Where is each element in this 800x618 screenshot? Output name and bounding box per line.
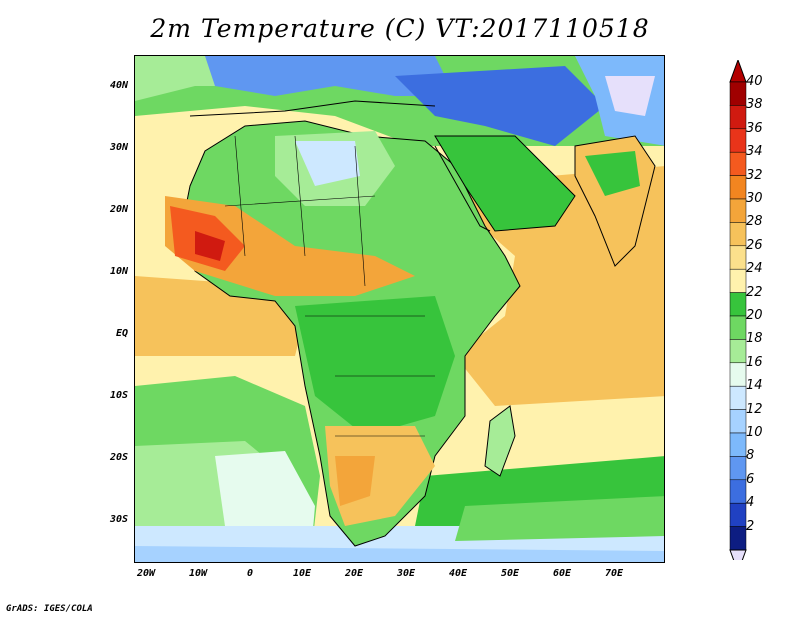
colorbar-swatch	[729, 432, 747, 457]
lon-label: 20E	[344, 568, 364, 579]
colorbar-swatch	[729, 362, 747, 387]
colorbar-swatch	[729, 222, 747, 247]
colorbar-label: 34	[746, 144, 763, 160]
south-indian-20	[455, 496, 664, 541]
sahara-cool-14	[295, 141, 360, 186]
colorbar-label: 40	[746, 74, 763, 89]
colorbar-label: 24	[746, 261, 763, 277]
lon-label: 0	[246, 568, 254, 579]
colorbar	[729, 60, 747, 560]
colorbar-swatch	[729, 526, 747, 551]
colorbar-swatch	[729, 245, 747, 270]
central-africa-22	[295, 296, 455, 436]
colorbar-label: 14	[746, 378, 763, 394]
lon-label: 20W	[136, 568, 156, 579]
colorbar-swatch	[729, 339, 747, 364]
lon-label: 10W	[188, 568, 208, 579]
colorbar-label: 26	[746, 237, 763, 253]
lon-label: 50E	[500, 568, 520, 579]
west-africa-hot-38	[195, 231, 225, 261]
colorbar-label: 4	[746, 495, 755, 511]
colorbar-label: 38	[746, 97, 763, 113]
colorbar-label: 2	[746, 518, 755, 534]
colorbar-under-arrow	[729, 549, 747, 560]
sahel-hot-30	[165, 196, 415, 296]
highland-cold-2	[605, 76, 655, 116]
europe-cold-8	[205, 56, 455, 96]
colorbar-label: 20	[746, 308, 763, 323]
colorbar-swatch	[729, 198, 747, 223]
colorbar-swatch	[729, 105, 747, 130]
chart-title: 2m Temperature (C) VT:2017110518	[150, 14, 650, 43]
temperature-map	[134, 55, 665, 563]
colorbar-label: 6	[746, 471, 755, 487]
lon-label: 60E	[552, 568, 572, 579]
colorbar-swatch	[729, 268, 747, 293]
colorbar-swatch	[729, 81, 747, 106]
lat-label: 40N	[109, 80, 128, 91]
colorbar-swatch	[729, 502, 747, 527]
colorbar-label: 10	[746, 425, 763, 440]
arabian-peninsula	[434, 135, 576, 232]
colorbar-swatch	[729, 175, 747, 200]
middle-east-cold-6	[395, 66, 605, 146]
colorbar-label: 8	[746, 448, 755, 464]
credit-text: GrADS: IGES/COLA	[6, 604, 93, 614]
lat-label: 20N	[109, 204, 128, 215]
colorbar-label: 16	[746, 354, 763, 370]
mediterranean-coast	[189, 100, 436, 117]
colorbar-swatch	[729, 479, 747, 504]
colorbar-swatch	[729, 315, 747, 340]
lon-label: 30E	[396, 568, 416, 579]
colorbar-label: 12	[746, 401, 763, 417]
colorbar-label: 30	[746, 191, 763, 206]
colorbar-label: 36	[746, 120, 763, 136]
colorbar-label: 28	[746, 214, 763, 230]
lat-label: 30N	[109, 142, 128, 153]
colorbar-label: 18	[746, 331, 763, 347]
country-borders	[224, 135, 435, 437]
kalahari-30	[335, 456, 375, 506]
lon-label: 70E	[604, 568, 624, 579]
north-india-22	[585, 151, 640, 196]
lat-label: 10N	[109, 266, 128, 277]
lat-label: 10S	[109, 390, 128, 401]
lat-label: EQ	[115, 328, 128, 339]
colorbar-label: 22	[746, 284, 763, 300]
colorbar-swatch	[729, 385, 747, 410]
colorbar-swatch	[729, 128, 747, 153]
red-sea-coast	[434, 145, 491, 232]
lon-label: 40E	[448, 568, 468, 579]
lat-label: 20S	[109, 452, 128, 463]
southern-ocean-12	[135, 546, 664, 562]
colorbar-label: 32	[746, 167, 763, 183]
colorbar-swatch	[729, 409, 747, 434]
lon-label: 10E	[292, 568, 312, 579]
colorbar-swatch	[729, 292, 747, 317]
madagascar	[484, 405, 516, 477]
colorbar-swatch	[729, 151, 747, 176]
colorbar-swatch	[729, 456, 747, 481]
colorbar-over-arrow	[729, 60, 747, 83]
lat-label: 30S	[109, 514, 128, 525]
